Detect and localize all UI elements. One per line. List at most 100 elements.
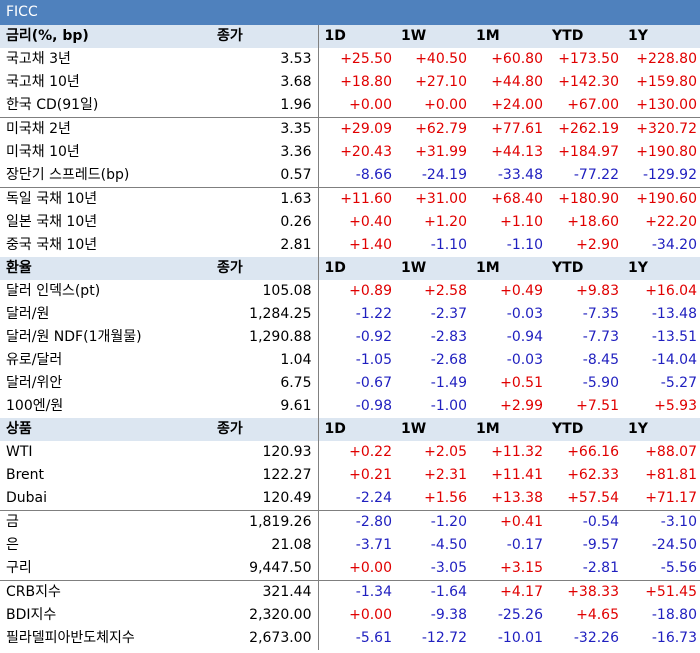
row-change-value: +0.00 bbox=[349, 607, 392, 623]
row-name: 달러/원 bbox=[6, 306, 50, 322]
row-name: 100엔/원 bbox=[6, 398, 64, 414]
table-row: Dubai 120.49 -2.24 +1.56 +13.38 +57.54 +71.17 bbox=[0, 487, 700, 511]
row-name: 달러/원 NDF(1개월물) bbox=[6, 329, 142, 345]
row-change-value: -1.20 bbox=[395, 510, 470, 534]
row-close: 1,290.88 bbox=[213, 326, 319, 349]
table-row: WTI 120.93 +0.22 +2.05 +11.32 +66.16 +88.07 bbox=[0, 441, 700, 464]
row-change-value: +24.00 bbox=[491, 97, 543, 113]
row-name: 한국 CD(91일) bbox=[6, 97, 99, 113]
row-change-value: +0.21 bbox=[349, 467, 392, 483]
row-change-value: +0.49 bbox=[500, 283, 543, 299]
row-change-value: -24.50 bbox=[651, 537, 697, 553]
row-change-value: +320.72 bbox=[622, 117, 700, 141]
row-change-value: +2.05 bbox=[424, 444, 467, 460]
row-change-value: -0.03 bbox=[506, 306, 543, 322]
table-row: BDI지수 2,320.00 +0.00 -9.38 -25.26 +4.65 -18.80 bbox=[0, 604, 700, 627]
row-change-value: +159.80 bbox=[636, 74, 697, 90]
row-change-value: +57.54 bbox=[567, 490, 619, 506]
table-row: 달러/원 NDF(1개월물) 1,290.88 -0.92 -2.83 -0.94 -7.… bbox=[0, 326, 700, 349]
row-close: 2,320.00 bbox=[213, 604, 319, 627]
table-row: 금 1,819.26 -2.80 -1.20 +0.41 -0.54 -3.10 bbox=[0, 510, 700, 534]
row-name: 독일 국채 10년 bbox=[0, 187, 213, 211]
row-close: 2.81 bbox=[213, 234, 319, 257]
section-header-close: 종가 bbox=[213, 257, 319, 280]
row-change-value: +1.20 bbox=[424, 214, 467, 230]
row-change-value: +2.58 bbox=[424, 283, 467, 299]
table-row: 국고채 3년 3.53 +25.50 +40.50 +60.80 +173.50 +228.… bbox=[0, 48, 700, 71]
row-name: 장단기 스프레드(bp) bbox=[6, 167, 130, 183]
row-close: 9,447.50 bbox=[213, 557, 319, 581]
row-name: WTI bbox=[6, 444, 33, 460]
row-change-value: -24.19 bbox=[421, 167, 467, 183]
table-title: FICC bbox=[0, 0, 700, 25]
table-row: 미국채 2년 3.35 +29.09 +62.79 +77.61 +262.19 +320.… bbox=[0, 117, 700, 141]
row-change-value: -2.37 bbox=[430, 306, 467, 322]
row-change-value: +4.17 bbox=[470, 580, 546, 604]
row-close: 6.75 bbox=[213, 372, 319, 395]
row-change-value: +7.51 bbox=[576, 398, 619, 414]
section-header-name: 상품 bbox=[0, 418, 213, 441]
row-change-value: -2.24 bbox=[355, 490, 392, 506]
row-close: 1.63 bbox=[213, 187, 319, 211]
ficc-table: 금리(%, bp) 종가 1D 1W 1M YTD 1Y 국고채 3년 3.53 +25.50 +4… bbox=[0, 25, 700, 650]
row-change-value: +0.89 bbox=[349, 283, 392, 299]
section-header-period: 1M bbox=[470, 25, 546, 48]
row-change-value: +13.38 bbox=[491, 490, 543, 506]
section-header-period: 1Y bbox=[622, 25, 700, 48]
row-change-value: -8.66 bbox=[355, 167, 392, 183]
section-header-row: 환율 종가 1D 1W 1M YTD 1Y bbox=[0, 257, 700, 280]
row-change-value: +88.07 bbox=[645, 444, 697, 460]
row-change-value: +81.81 bbox=[645, 467, 697, 483]
row-change-value: +44.80 bbox=[491, 74, 543, 90]
table-row: 독일 국채 10년 1.63 +11.60 +31.00 +68.40 +180.90 +1… bbox=[0, 187, 700, 211]
section-header-name: 환율 bbox=[0, 257, 213, 280]
table-row: Brent 122.27 +0.21 +2.31 +11.41 +62.33 +81.81 bbox=[0, 464, 700, 487]
section-header-row: 상품 종가 1D 1W 1M YTD 1Y bbox=[0, 418, 700, 441]
row-change-value: -0.17 bbox=[506, 537, 543, 553]
section-header-period: 1Y bbox=[622, 418, 700, 441]
row-change-value: +0.41 bbox=[470, 510, 546, 534]
row-change-value: -10.01 bbox=[497, 630, 543, 646]
row-close: 321.44 bbox=[213, 580, 319, 604]
row-change-value: -9.38 bbox=[430, 607, 467, 623]
table-row: 달러 인덱스(pt) 105.08 +0.89 +2.58 +0.49 +9.83 +16.… bbox=[0, 280, 700, 303]
row-change-value: +68.40 bbox=[470, 187, 546, 211]
table-row: 장단기 스프레드(bp) 0.57 -8.66 -24.19 -33.48 -77.22 -… bbox=[0, 164, 700, 188]
row-change-value: +25.50 bbox=[340, 51, 392, 67]
row-change-value: -12.72 bbox=[421, 630, 467, 646]
section-header-period: 1W bbox=[395, 257, 470, 280]
row-name: 구리 bbox=[6, 560, 32, 576]
row-change-value: -13.51 bbox=[651, 329, 697, 345]
row-name: 국고채 10년 bbox=[6, 74, 80, 90]
row-close: 1,284.25 bbox=[213, 303, 319, 326]
row-change-value: -5.61 bbox=[355, 630, 392, 646]
table-row: 달러/위안 6.75 -0.67 -1.49 +0.51 -5.90 -5.27 bbox=[0, 372, 700, 395]
row-change-value: -1.49 bbox=[430, 375, 467, 391]
row-change-value: +16.04 bbox=[645, 283, 697, 299]
row-change-value: -1.34 bbox=[318, 580, 395, 604]
row-change-value: -3.71 bbox=[355, 537, 392, 553]
row-change-value: -5.27 bbox=[660, 375, 697, 391]
row-change-value: +0.22 bbox=[349, 444, 392, 460]
row-close: 3.36 bbox=[213, 141, 319, 164]
row-change-value: +130.00 bbox=[636, 97, 697, 113]
row-change-value: +2.99 bbox=[500, 398, 543, 414]
section-header-period: 1D bbox=[318, 418, 395, 441]
row-change-value: +51.45 bbox=[622, 580, 700, 604]
table-row: 국고채 10년 3.68 +18.80 +27.10 +44.80 +142.30 +159… bbox=[0, 71, 700, 94]
row-change-value: +0.40 bbox=[349, 214, 392, 230]
row-close: 21.08 bbox=[213, 534, 319, 557]
table-row: CRB지수 321.44 -1.34 -1.64 +4.17 +38.33 +51.45 bbox=[0, 580, 700, 604]
row-change-value: -25.26 bbox=[497, 607, 543, 623]
table-row: 중국 국채 10년 2.81 +1.40 -1.10 -1.10 +2.90 -34.20 bbox=[0, 234, 700, 257]
row-close: 1.04 bbox=[213, 349, 319, 372]
row-change-value: +1.40 bbox=[349, 237, 392, 253]
section-header-period: 1D bbox=[318, 257, 395, 280]
row-change-value: -8.45 bbox=[582, 352, 619, 368]
table-row: 한국 CD(91일) 1.96 +0.00 +0.00 +24.00 +67.00 +130… bbox=[0, 94, 700, 118]
row-close: 122.27 bbox=[213, 464, 319, 487]
row-change-value: +262.19 bbox=[546, 117, 622, 141]
row-change-value: +77.61 bbox=[470, 117, 546, 141]
row-change-value: +0.00 bbox=[349, 560, 392, 576]
row-change-value: +190.80 bbox=[636, 144, 697, 160]
